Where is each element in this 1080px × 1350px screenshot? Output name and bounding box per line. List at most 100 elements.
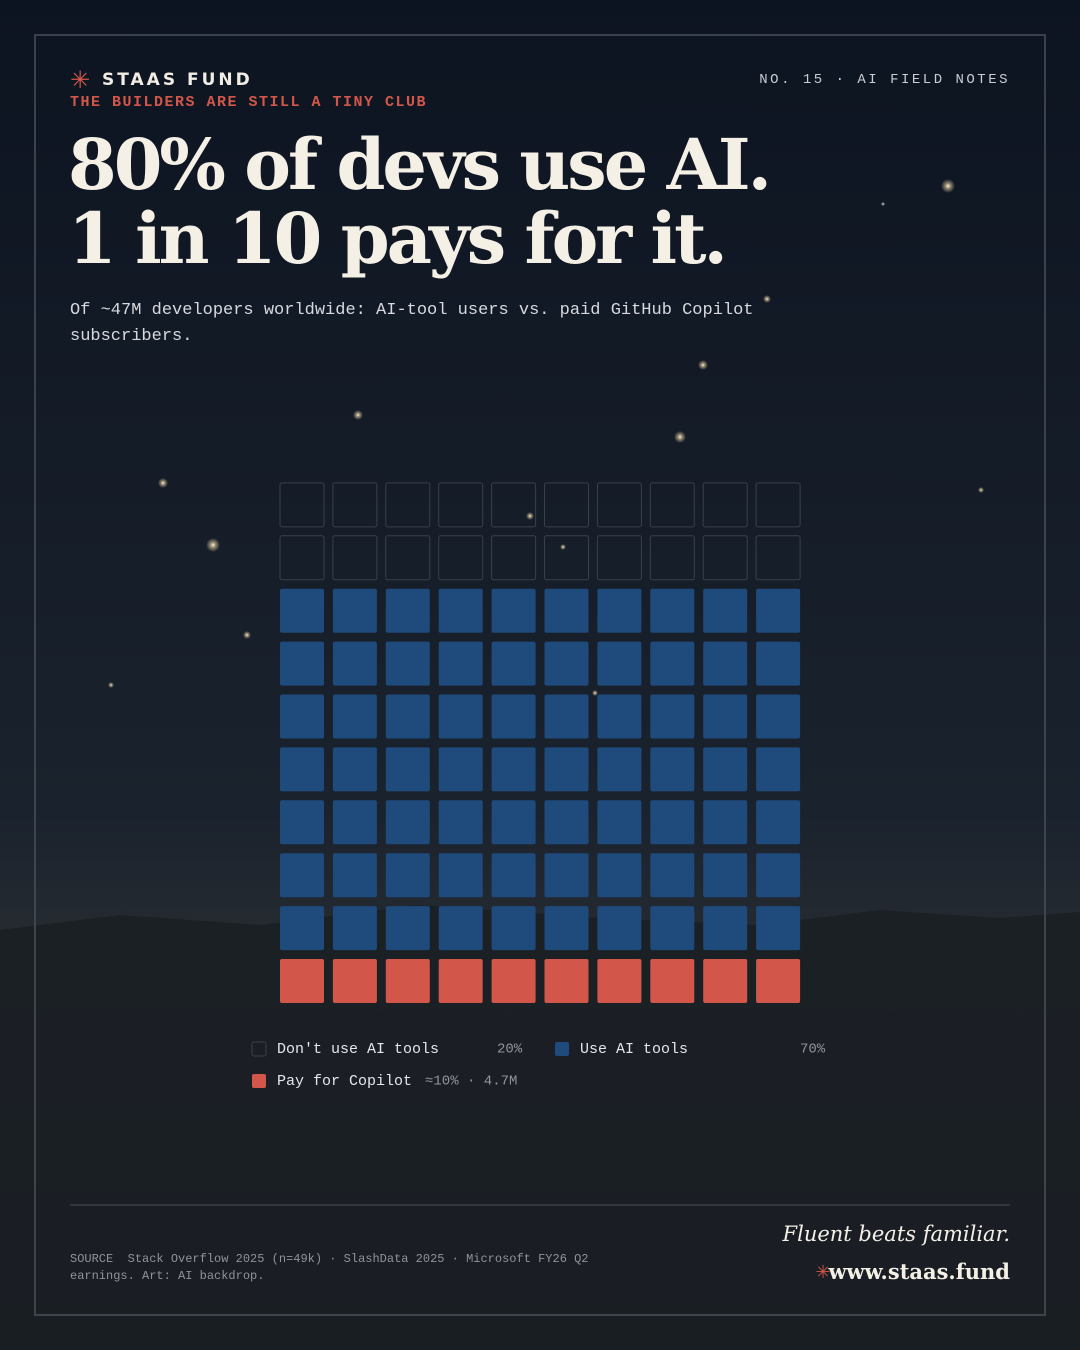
waffle-cell: [332, 694, 377, 739]
source: SOURCE Stack Overflow 2025 (n=49k) · Sla…: [70, 1251, 600, 1285]
waffle-cell: [597, 906, 642, 951]
url-asterisk: ✳: [815, 1262, 830, 1283]
waffle-cell: [438, 641, 483, 686]
waffle-cell: [491, 747, 536, 792]
legend: Don't use AI tools 20% Use AI tools 70% Pay …: [251, 1041, 826, 1090]
legend-label: Use AI tools: [580, 1041, 688, 1058]
legend-value: 70%: [800, 1042, 826, 1058]
waffle-cell: [332, 959, 377, 1003]
waffle-cell: [755, 482, 801, 528]
waffle-cell: [703, 747, 748, 792]
title-line: 1 in 10 pays for it.: [68, 197, 728, 280]
landscape: [0, 905, 1080, 1350]
waffle-cell: [332, 800, 377, 845]
issue: NO. 15 · AI FIELD NOTES: [759, 72, 1010, 88]
source-text: Stack Overflow 2025 (n=49k) · SlashData …: [70, 1252, 589, 1283]
waffle-cell: [650, 800, 695, 845]
waffle-cell: [280, 959, 324, 1003]
waffle-cell: [280, 588, 324, 633]
waffle-cell: [544, 959, 589, 1003]
waffle-cell: [438, 800, 483, 845]
waffle-cell: [491, 853, 536, 898]
waffle-cell: [491, 959, 536, 1003]
waffle-cell: [703, 906, 748, 951]
waffle-cell: [491, 694, 536, 739]
waffle-cell: [597, 641, 642, 686]
waffle-cell: [756, 694, 801, 739]
legend-value: ≈10% · 4.7M: [425, 1074, 517, 1090]
waffle: [279, 482, 801, 1003]
waffle-cell: [544, 906, 589, 951]
waffle-cell: [491, 641, 536, 686]
waffle-cell: [279, 535, 325, 581]
waffle-cell: [280, 906, 324, 951]
waffle-cell: [280, 853, 324, 898]
legend-swatch: [251, 1041, 267, 1057]
source-label: SOURCE: [70, 1252, 114, 1266]
waffle-cell: [332, 588, 377, 633]
waffle-cell: [332, 535, 378, 581]
waffle-cell: [385, 482, 431, 528]
waffle-cell: [756, 853, 801, 898]
subtitle: Of ~47M developers worldwide: AI-tool us…: [70, 301, 754, 346]
waffle-cell: [438, 906, 483, 951]
waffle-cell: [650, 959, 695, 1003]
waffle-cell: [544, 535, 589, 581]
waffle-cell: [438, 535, 484, 581]
waffle-cell: [385, 588, 430, 633]
waffle-cell: [650, 747, 695, 792]
brand-asterisk: ✳: [70, 66, 90, 94]
waffle-cell: [597, 959, 642, 1003]
legend-value: 20%: [497, 1042, 523, 1058]
waffle-cell: [650, 588, 695, 633]
waffle-cell: [385, 747, 430, 792]
waffle-cell: [703, 694, 748, 739]
waffle-cell: [438, 853, 483, 898]
waffle-cell: [703, 853, 748, 898]
waffle-cell: [702, 535, 748, 581]
waffle-cell: [650, 853, 695, 898]
kicker: THE BUILDERS ARE STILL A TINY CLUB: [70, 94, 428, 111]
waffle-cell: [703, 800, 748, 845]
waffle-cell: [544, 482, 589, 528]
waffle-cell: [280, 800, 324, 845]
waffle-cell: [491, 800, 536, 845]
waffle-cell: [650, 906, 695, 951]
legend-swatch: [252, 1074, 266, 1088]
waffle-cell: [491, 906, 536, 951]
waffle-cell: [438, 588, 483, 633]
waffle-cell: [280, 694, 324, 739]
legend-label: Don't use AI tools: [277, 1041, 439, 1058]
waffle-cell: [385, 535, 431, 581]
waffle-cell: [756, 747, 801, 792]
waffle-cell: [597, 800, 642, 845]
waffle-cell: [385, 906, 430, 951]
waffle-cell: [649, 535, 695, 581]
url: www.staas.fund: [828, 1259, 1010, 1284]
waffle-cell: [280, 747, 324, 792]
waffle-cell: [280, 641, 324, 686]
waffle-cell: [385, 694, 430, 739]
title-line: 80% of devs use AI.: [68, 123, 772, 206]
waffle-cell: [702, 482, 748, 528]
waffle-cell: [385, 641, 430, 686]
waffle-cell: [385, 853, 430, 898]
waffle-cell: [332, 482, 378, 528]
waffle-cell: [756, 641, 801, 686]
waffle-cell: [597, 747, 642, 792]
waffle-cell: [438, 959, 483, 1003]
waffle-cell: [597, 853, 642, 898]
waffle-cell: [332, 906, 377, 951]
waffle-cell: [596, 535, 642, 581]
waffle-cell: [544, 853, 589, 898]
waffle-cell: [756, 800, 801, 845]
waffle-cell: [332, 853, 377, 898]
waffle-cell: [703, 588, 748, 633]
waffle-cell: [544, 747, 589, 792]
waffle-cell: [544, 800, 589, 845]
waffle-cell: [332, 747, 377, 792]
waffle-cell: [597, 588, 642, 633]
waffle-cell: [596, 482, 642, 528]
waffle-cell: [756, 588, 801, 633]
